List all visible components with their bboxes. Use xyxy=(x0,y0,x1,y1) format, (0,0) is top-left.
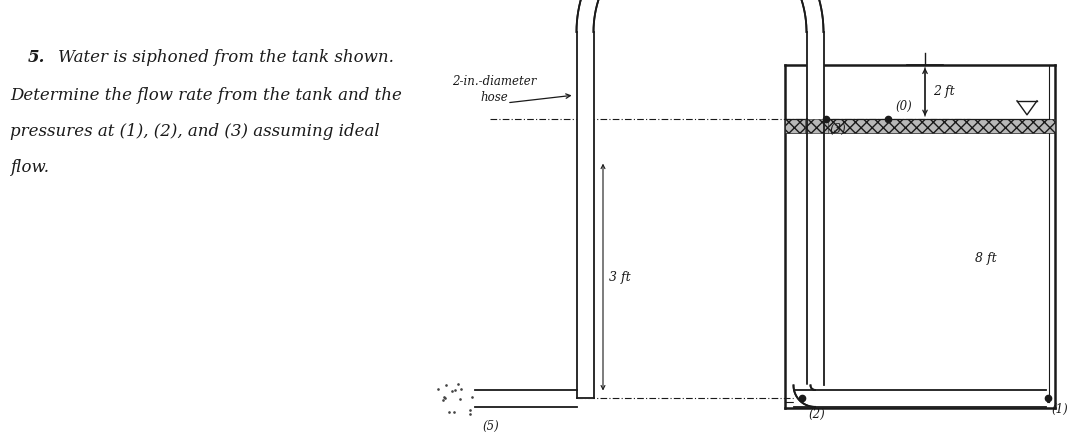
Text: Determine the flow rate from the tank and the: Determine the flow rate from the tank an… xyxy=(10,87,402,104)
Text: (0): (0) xyxy=(895,100,913,113)
Text: 2-in.-diameter
hose: 2-in.-diameter hose xyxy=(453,75,537,104)
Text: flow.: flow. xyxy=(10,159,49,176)
Polygon shape xyxy=(577,0,824,32)
Bar xyxy=(785,119,1055,133)
Text: 3 ft: 3 ft xyxy=(609,271,631,284)
Text: 2 ft: 2 ft xyxy=(933,85,955,98)
Text: (3): (3) xyxy=(829,123,847,136)
Text: 5.: 5. xyxy=(28,49,45,66)
Text: (1): (1) xyxy=(1051,403,1068,416)
Text: (5): (5) xyxy=(483,420,499,434)
Text: pressures at (1), (2), and (3) assuming ideal: pressures at (1), (2), and (3) assuming … xyxy=(10,123,380,140)
Polygon shape xyxy=(794,385,815,407)
Text: Water is siphoned from the tank shown.: Water is siphoned from the tank shown. xyxy=(58,49,394,66)
Bar xyxy=(805,119,827,133)
Text: 8 ft: 8 ft xyxy=(975,252,997,265)
Text: (2): (2) xyxy=(808,408,825,421)
